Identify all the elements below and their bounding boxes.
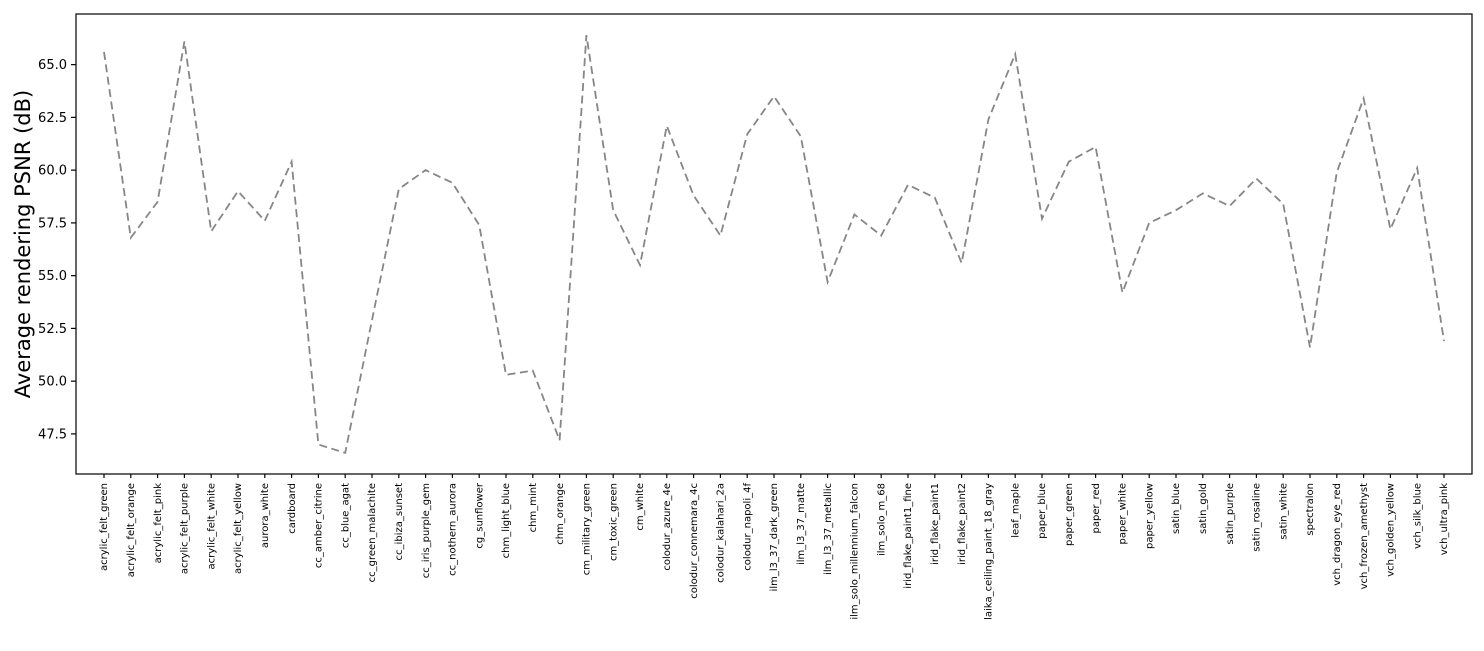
x-category-label: colodur_connemara_4c [689,483,700,599]
y-tick-label: 62.5 [38,111,67,126]
y-axis-title: Average rendering PSNR (dB) [11,90,35,398]
x-category-label: cc_blue_agat [340,483,351,548]
x-category-label: ilm_l3_37_matte [796,483,807,565]
x-category-label: satin_blue [1171,483,1182,534]
x-category-label: acrylic_felt_orange [126,483,137,577]
plot-border [75,13,1473,475]
series-group [103,34,1445,455]
x-category-label: paper_white [1118,483,1129,544]
x-category-label: colodur_napoli_4f [742,483,753,571]
x-category-label: colodur_kalahari_2a [716,483,727,583]
y-tick-label: 65.0 [38,58,67,73]
x-category-label: ilm_l3_37_dark_green [769,483,780,591]
x-category-label: satin_rosaline [1252,483,1263,552]
y-tick-label: 47.5 [38,427,67,442]
x-axis-ticks: acrylic_felt_green acrylic_felt_orange acr… [99,474,1450,620]
x-category-label: vch_dragon_eye_red [1332,483,1343,586]
x-category-label: cm_military_green [582,483,593,575]
x-category-label: acrylic_felt_yellow [233,483,244,574]
x-category-label: vch_golden_yellow [1386,483,1397,577]
x-category-label: paper_blue [1037,483,1048,539]
x-category-label: irid_flake_paint1_fine [903,483,914,589]
x-category-label: ilm_solo_m_68 [876,483,887,556]
x-category-label: vch_ultra_pink [1439,483,1450,555]
x-category-label: cc_nothern_aurora [448,483,459,576]
psnr-series-line [103,34,1445,455]
y-axis-ticks: 47.5 50.0 52.5 55.0 57.5 60.0 62.5 65.0 [38,58,76,442]
x-category-label: vch_frozen_amethyst [1359,483,1370,589]
x-category-label: satin_white [1278,483,1289,540]
x-category-label: cc_green_malachite [367,483,378,582]
x-category-label: irid_flake_paint1 [930,483,941,565]
x-category-label: satin_gold [1198,483,1209,534]
x-category-label: ilm_solo_millennium_falcon [850,483,861,620]
y-tick-label: 55.0 [38,269,67,284]
x-category-label: leaf_maple [1010,483,1021,538]
x-category-label: cm_white [635,483,646,531]
x-category-label: acrylic_felt_white [206,483,217,569]
x-category-label: cc_iris_purple_gem [421,483,432,578]
x-category-label: chm_mint [528,483,539,532]
x-category-label: cm_toxic_green [608,483,619,561]
x-category-label: satin_purple [1225,483,1236,544]
x-category-label: paper_green [1064,483,1075,546]
y-tick-label: 57.5 [38,216,67,231]
y-tick-label: 52.5 [38,322,67,337]
x-category-label: paper_yellow [1144,483,1155,549]
y-tick-label: 50.0 [38,375,67,390]
y-tick-label: 60.0 [38,164,67,179]
x-category-label: vch_silk_blue [1412,483,1423,549]
x-category-label: cardboard [287,483,298,534]
x-category-label: cg_sunflower [474,482,485,548]
x-category-label: acrylic_felt_purple [180,483,191,574]
x-category-label: acrylic_felt_pink [153,483,164,564]
x-category-label: acrylic_felt_green [99,483,110,571]
x-category-label: paper_red [1091,483,1102,533]
x-category-label: chm_orange [555,483,566,545]
x-category-label: chm_light_blue [501,483,512,558]
x-category-label: ilm_l3_37_metallic [823,483,834,575]
x-category-label: cc_ibiza_sunset [394,483,405,561]
x-category-label: cc_amber_citrine [314,483,325,568]
x-category-label: colodur_azure_4e [662,483,673,571]
x-category-label: irid_flake_paint2 [957,483,968,565]
x-category-label: laika_ceiling_paint_18_gray [984,483,995,620]
x-category-label: spectralon [1305,483,1316,536]
x-category-label: aurora_white [260,483,271,548]
